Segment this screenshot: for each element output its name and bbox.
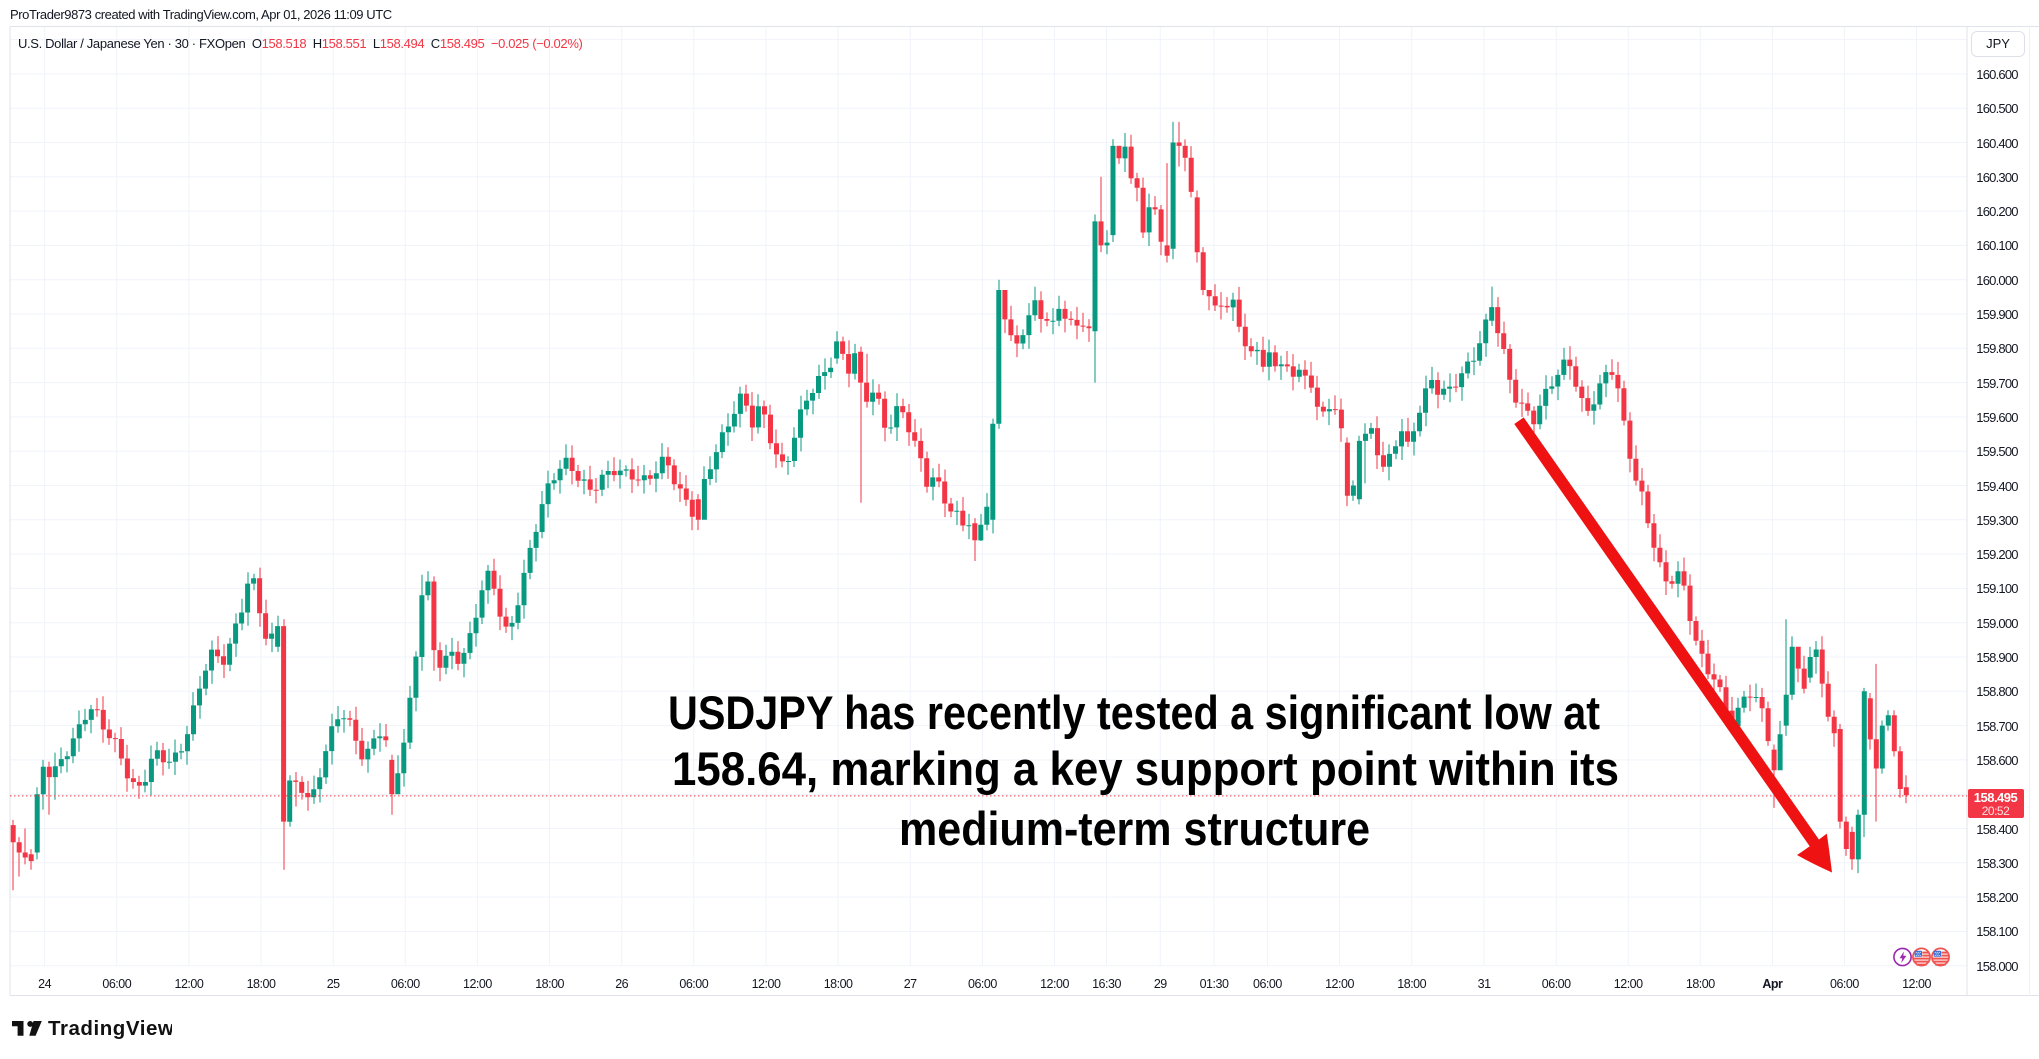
svg-text:TradingView: TradingView: [48, 1019, 172, 1039]
